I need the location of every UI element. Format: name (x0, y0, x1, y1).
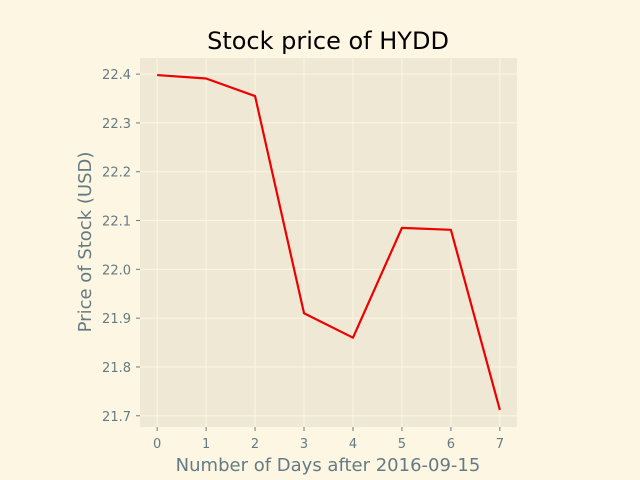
y-tick-label: 21.7 (102, 410, 131, 425)
y-tick-label: 21.9 (102, 312, 131, 327)
y-tick-label: 21.8 (102, 361, 131, 376)
y-axis-label: Price of Stock (USD) (75, 152, 96, 333)
x-tick-label: 7 (496, 437, 504, 452)
x-tick-label: 0 (153, 437, 161, 452)
grid-lines (140, 58, 517, 427)
y-tick-label: 22.1 (102, 215, 131, 230)
chart-title: Stock price of HYDD (207, 27, 449, 55)
y-tick-label: 22.2 (102, 166, 131, 181)
plot-area (140, 58, 517, 427)
series-line (157, 73, 501, 411)
x-tick-label: 6 (447, 437, 455, 452)
x-tick-label: 4 (349, 437, 357, 452)
series-layer (157, 73, 501, 411)
x-tick-label: 1 (202, 437, 210, 452)
x-tick-label: 5 (398, 437, 406, 452)
x-tick-label: 2 (251, 437, 259, 452)
tick-labels: 0 1 2 3 4 5 6 7 21.7 21.8 21.9 22.0 22.1 22.2 22.3 22.4 (102, 68, 504, 452)
x-axis-label: Number of Days after 2016-09-15 (176, 455, 481, 476)
x-tick-label: 3 (300, 437, 308, 452)
y-tick-label: 22.0 (102, 263, 131, 278)
y-tick-label: 22.4 (102, 68, 131, 83)
y-tick-label: 22.3 (102, 117, 131, 132)
